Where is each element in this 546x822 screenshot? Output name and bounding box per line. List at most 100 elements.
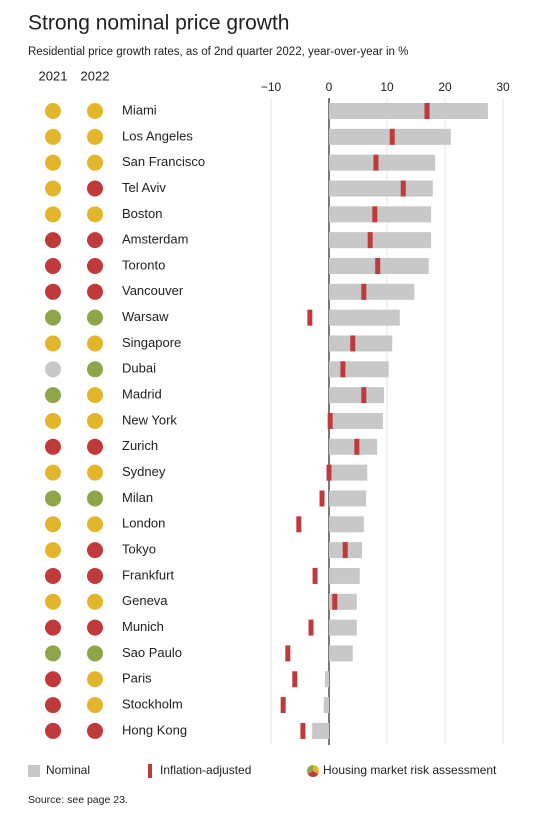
risk-dot: [87, 516, 103, 533]
risk-year: 2022: [81, 68, 110, 83]
legend-label: Housing market risk assessment: [323, 763, 497, 777]
inflation-marker: [300, 722, 306, 739]
risk-dot: [45, 387, 61, 404]
bar: [324, 671, 329, 688]
category-label: Los Angeles: [122, 128, 193, 143]
inflation-marker: [400, 180, 406, 197]
category-label: Tokyo: [122, 542, 156, 557]
risk-dot: [45, 232, 61, 249]
risk-year: 2021: [39, 68, 68, 83]
bar: [329, 567, 360, 584]
category-label: Vancouver: [122, 283, 184, 298]
category-label: Toronto: [122, 257, 165, 272]
risk-dot: [45, 335, 61, 352]
risk-dot: [87, 542, 103, 559]
category-label: Tel Aviv: [122, 180, 166, 195]
risk-dot: [87, 361, 103, 378]
risk-dot: [87, 438, 103, 455]
inflation-marker: [361, 387, 367, 404]
category-label: Sydney: [122, 464, 166, 479]
risk-dot: [45, 697, 61, 714]
inflation-marker: [312, 567, 318, 584]
inflation-marker: [285, 645, 291, 662]
risk-dot: [45, 722, 61, 739]
category-label: Munich: [122, 619, 164, 634]
risk-dot: [45, 464, 61, 481]
risk-dot: [87, 490, 103, 507]
category-label: Dubai: [122, 361, 156, 376]
risk-dot: [45, 283, 61, 300]
category-label: Amsterdam: [122, 232, 188, 247]
inflation-marker: [280, 697, 286, 714]
risk-dot: [87, 257, 103, 274]
risk-dot: [87, 309, 103, 326]
inflation-marker: [375, 257, 381, 274]
source: Source: see page 23.: [28, 794, 128, 806]
risk-dot: [45, 206, 61, 223]
inflation-marker: [307, 309, 313, 326]
risk-dot: [87, 283, 103, 300]
legend-swatch: [28, 765, 40, 777]
inflation-marker: [361, 283, 367, 300]
x-tick-label: 0: [326, 80, 333, 94]
category-label: Frankfurt: [122, 567, 174, 582]
risk-dot: [45, 103, 61, 119]
category-label: Singapore: [122, 335, 181, 350]
category-label: Zurich: [122, 438, 158, 453]
chart-title: Strong nominal price growth: [28, 12, 289, 35]
category-label: Miami: [122, 102, 157, 117]
risk-dot: [87, 154, 103, 171]
x-tick-label: 10: [380, 80, 394, 94]
inflation-marker: [296, 516, 302, 533]
bar: [329, 361, 389, 378]
legend-label: Nominal: [46, 763, 90, 777]
bar: [312, 722, 329, 739]
inflation-marker: [350, 335, 356, 352]
bar: [329, 645, 353, 662]
bar: [329, 438, 378, 455]
legend-risk-icon: [307, 765, 313, 774]
risk-dot: [87, 232, 103, 249]
risk-dot: [45, 180, 61, 197]
risk-dot: [45, 128, 61, 145]
risk-dot: [87, 335, 103, 352]
risk-dot: [45, 593, 61, 610]
risk-dot: [45, 645, 61, 662]
inflation-marker: [389, 128, 395, 145]
bar: [329, 335, 393, 352]
bar: [329, 232, 432, 249]
x-tick-label: 20: [438, 80, 452, 94]
risk-dot: [87, 671, 103, 688]
risk-dot: [87, 645, 103, 662]
risk-dot: [45, 309, 61, 326]
inflation-marker: [326, 464, 332, 481]
risk-dot: [45, 619, 61, 636]
bar: [329, 490, 367, 507]
inflation-marker: [372, 206, 378, 223]
risk-dot: [45, 490, 61, 507]
category-label: Warsaw: [122, 309, 169, 324]
risk-dot: [87, 567, 103, 584]
bar: [329, 154, 436, 171]
bar: [329, 103, 488, 119]
risk-dot: [87, 412, 103, 429]
category-label: Geneva: [122, 593, 168, 608]
risk-dot: [87, 180, 103, 197]
risk-dot: [45, 412, 61, 429]
inflation-marker: [342, 542, 348, 559]
category-label: London: [122, 516, 165, 531]
risk-dot: [87, 387, 103, 404]
category-label: Hong Kong: [122, 722, 187, 737]
risk-dot: [45, 542, 61, 559]
risk-dot: [87, 722, 103, 739]
risk-dot: [45, 154, 61, 171]
legend-label: Inflation-adjusted: [160, 763, 251, 777]
risk-dot: [45, 361, 61, 378]
risk-dot: [45, 516, 61, 533]
inflation-marker: [367, 232, 373, 249]
chart-subtitle: Residential price growth rates, as of 2n…: [28, 46, 408, 58]
inflation-marker: [424, 103, 430, 119]
category-label: Stockholm: [122, 697, 183, 712]
category-label: Madrid: [122, 387, 162, 402]
inflation-marker: [308, 619, 314, 636]
